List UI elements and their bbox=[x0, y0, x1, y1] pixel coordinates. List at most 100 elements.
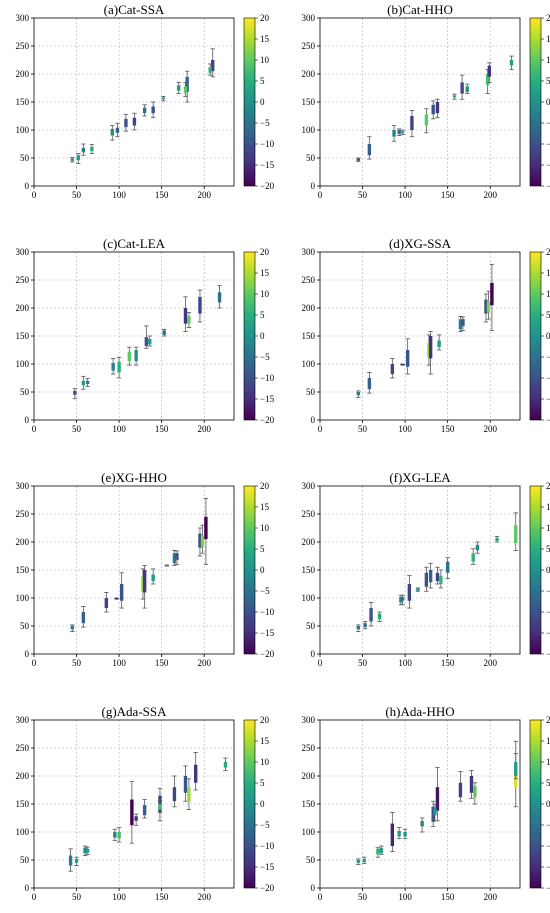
panel-title: (d)XG-SSA bbox=[389, 236, 452, 251]
y-tick-label: 0 bbox=[311, 415, 316, 425]
box-mark bbox=[400, 129, 405, 135]
colorbar-tick-label: −5 bbox=[546, 118, 550, 128]
y-tick-label: 150 bbox=[16, 331, 30, 341]
box-body bbox=[204, 516, 208, 540]
colorbar-tick-label: −10 bbox=[546, 139, 550, 149]
box-mark bbox=[428, 331, 433, 375]
box-mark bbox=[356, 390, 361, 399]
box-mark bbox=[115, 122, 120, 138]
box-mark bbox=[419, 817, 425, 833]
y-tick-label: 100 bbox=[302, 593, 316, 603]
x-tick-label: 50 bbox=[358, 892, 368, 902]
box-body bbox=[198, 533, 202, 548]
box-body bbox=[117, 361, 121, 373]
box-mark bbox=[485, 69, 490, 94]
y-tick-label: 200 bbox=[302, 303, 316, 313]
box-body bbox=[356, 626, 360, 630]
colorbar-tick-label: 20 bbox=[546, 481, 550, 491]
colorbar-tick-label: −10 bbox=[260, 139, 275, 149]
y-tick-label: 150 bbox=[302, 565, 316, 575]
box-mark bbox=[402, 828, 408, 840]
box-mark bbox=[70, 157, 75, 163]
box-body bbox=[115, 127, 120, 133]
box-mark bbox=[489, 263, 495, 331]
box-body bbox=[70, 626, 74, 630]
colorbar-tick-label: 20 bbox=[260, 481, 270, 491]
x-tick-label: 50 bbox=[72, 658, 82, 668]
box-mark bbox=[400, 594, 405, 606]
box-body bbox=[514, 525, 518, 544]
box-body bbox=[377, 613, 382, 620]
box-mark bbox=[445, 557, 450, 579]
box-body bbox=[509, 60, 514, 66]
box-body bbox=[183, 308, 188, 324]
colorbar-tick-label: 5 bbox=[546, 76, 550, 86]
box-mark bbox=[432, 803, 438, 822]
colorbar-tick-label: 0 bbox=[546, 97, 550, 107]
colorbar-tick-label: −10 bbox=[546, 841, 550, 851]
x-tick-label: 100 bbox=[112, 658, 126, 668]
y-tick-label: 100 bbox=[16, 593, 30, 603]
y-tick-label: 50 bbox=[306, 153, 316, 163]
box-mark bbox=[472, 782, 478, 805]
colorbar-tick-label: −5 bbox=[546, 586, 550, 596]
x-tick-label: 100 bbox=[398, 658, 412, 668]
colorbar bbox=[529, 251, 542, 421]
colorbar-tick-label: 10 bbox=[260, 523, 270, 533]
box-mark bbox=[458, 771, 463, 802]
box-body bbox=[487, 65, 492, 77]
box-body bbox=[158, 804, 162, 810]
colorbar-tick-label: 0 bbox=[260, 799, 265, 809]
box-mark bbox=[356, 624, 361, 632]
y-tick-label: 250 bbox=[302, 743, 316, 753]
box-body bbox=[486, 301, 491, 313]
y-tick-label: 0 bbox=[25, 883, 30, 893]
box-mark bbox=[458, 315, 463, 332]
box-body bbox=[484, 299, 488, 314]
colorbar-tick-label: 20 bbox=[546, 247, 550, 257]
box-mark bbox=[435, 98, 440, 119]
x-tick-label: 100 bbox=[112, 190, 126, 200]
box-mark bbox=[127, 346, 132, 366]
box-body bbox=[74, 858, 79, 863]
box-mark bbox=[119, 572, 124, 609]
colorbar-tick-label: 15 bbox=[260, 502, 270, 512]
box-mark bbox=[193, 752, 198, 791]
box-mark bbox=[110, 125, 115, 141]
panel-title: (h)Ada-HHO bbox=[385, 704, 454, 719]
box-body bbox=[151, 574, 155, 582]
box-body bbox=[362, 858, 366, 863]
box-body bbox=[392, 130, 396, 137]
colorbar-tick-label: 5 bbox=[546, 778, 550, 788]
colorbar-tick-label: 10 bbox=[260, 55, 270, 65]
box-body bbox=[405, 350, 410, 367]
box-mark bbox=[186, 778, 192, 810]
box-body bbox=[114, 598, 119, 600]
colorbar-tick-label: 0 bbox=[546, 331, 550, 341]
box-mark bbox=[513, 512, 518, 551]
box-body bbox=[134, 350, 138, 362]
x-tick-label: 50 bbox=[358, 658, 368, 668]
box-body bbox=[390, 364, 395, 375]
x-tick-label: 200 bbox=[197, 190, 211, 200]
colorbar bbox=[529, 485, 542, 655]
box-mark bbox=[142, 104, 147, 117]
colorbar-tick-label: 10 bbox=[546, 55, 550, 65]
colorbar-tick-label: 5 bbox=[260, 778, 265, 788]
colorbar-tick-label: 10 bbox=[546, 757, 550, 767]
x-tick-label: 200 bbox=[483, 190, 497, 200]
y-tick-label: 200 bbox=[16, 537, 30, 547]
panel-title: (b)Cat-HHO bbox=[387, 2, 453, 17]
box-mark bbox=[483, 293, 489, 323]
x-tick-label: 0 bbox=[318, 658, 323, 668]
box-mark bbox=[161, 96, 166, 102]
colorbar-tick-label: −20 bbox=[546, 883, 550, 893]
x-tick-label: 150 bbox=[155, 658, 169, 668]
box-body bbox=[83, 847, 87, 854]
colorbar-tick-label: −15 bbox=[260, 160, 275, 170]
box-body bbox=[172, 553, 177, 564]
colorbar-tick-label: −15 bbox=[260, 394, 275, 404]
box-mark bbox=[172, 550, 177, 566]
